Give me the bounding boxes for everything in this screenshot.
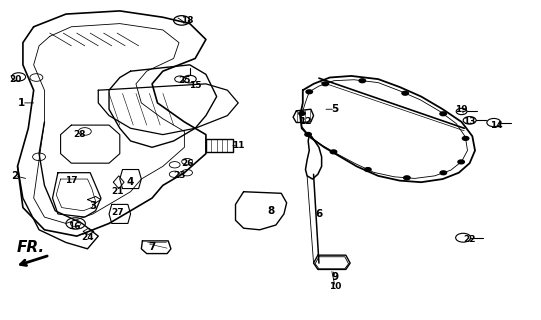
Circle shape — [404, 176, 410, 180]
Text: 8: 8 — [267, 206, 274, 216]
Text: 16: 16 — [68, 222, 80, 231]
Text: 26: 26 — [181, 159, 193, 168]
Text: 12: 12 — [299, 117, 312, 126]
Circle shape — [305, 132, 311, 136]
Text: 18: 18 — [181, 16, 193, 25]
Text: 11: 11 — [232, 141, 245, 150]
Circle shape — [440, 171, 446, 175]
Text: 17: 17 — [65, 176, 78, 185]
Circle shape — [306, 90, 313, 94]
Circle shape — [331, 150, 337, 154]
Text: 22: 22 — [464, 235, 476, 244]
Text: 24: 24 — [81, 233, 94, 242]
Text: 5: 5 — [332, 104, 339, 114]
Circle shape — [402, 91, 408, 95]
Circle shape — [463, 137, 469, 140]
Text: 7: 7 — [148, 242, 156, 252]
Text: 15: 15 — [189, 81, 201, 90]
Text: 3: 3 — [89, 201, 96, 211]
Text: 19: 19 — [456, 105, 468, 114]
Text: 13: 13 — [464, 117, 476, 126]
Circle shape — [440, 112, 446, 116]
Text: 10: 10 — [329, 282, 341, 292]
Text: 28: 28 — [73, 130, 85, 139]
Text: 20: 20 — [10, 75, 22, 84]
Circle shape — [322, 82, 328, 86]
Text: 25: 25 — [178, 76, 190, 85]
Circle shape — [359, 79, 366, 83]
Text: 2: 2 — [11, 171, 18, 181]
Text: 1: 1 — [18, 98, 25, 108]
Circle shape — [299, 111, 305, 115]
Text: 4: 4 — [127, 177, 134, 187]
Text: 27: 27 — [111, 208, 123, 217]
Text: FR.: FR. — [17, 240, 45, 255]
Text: 9: 9 — [332, 272, 339, 282]
Text: 23: 23 — [173, 172, 185, 180]
Text: 21: 21 — [111, 187, 123, 196]
Text: 6: 6 — [315, 209, 322, 219]
Text: 14: 14 — [490, 121, 503, 130]
Circle shape — [365, 168, 371, 172]
Circle shape — [458, 160, 464, 164]
